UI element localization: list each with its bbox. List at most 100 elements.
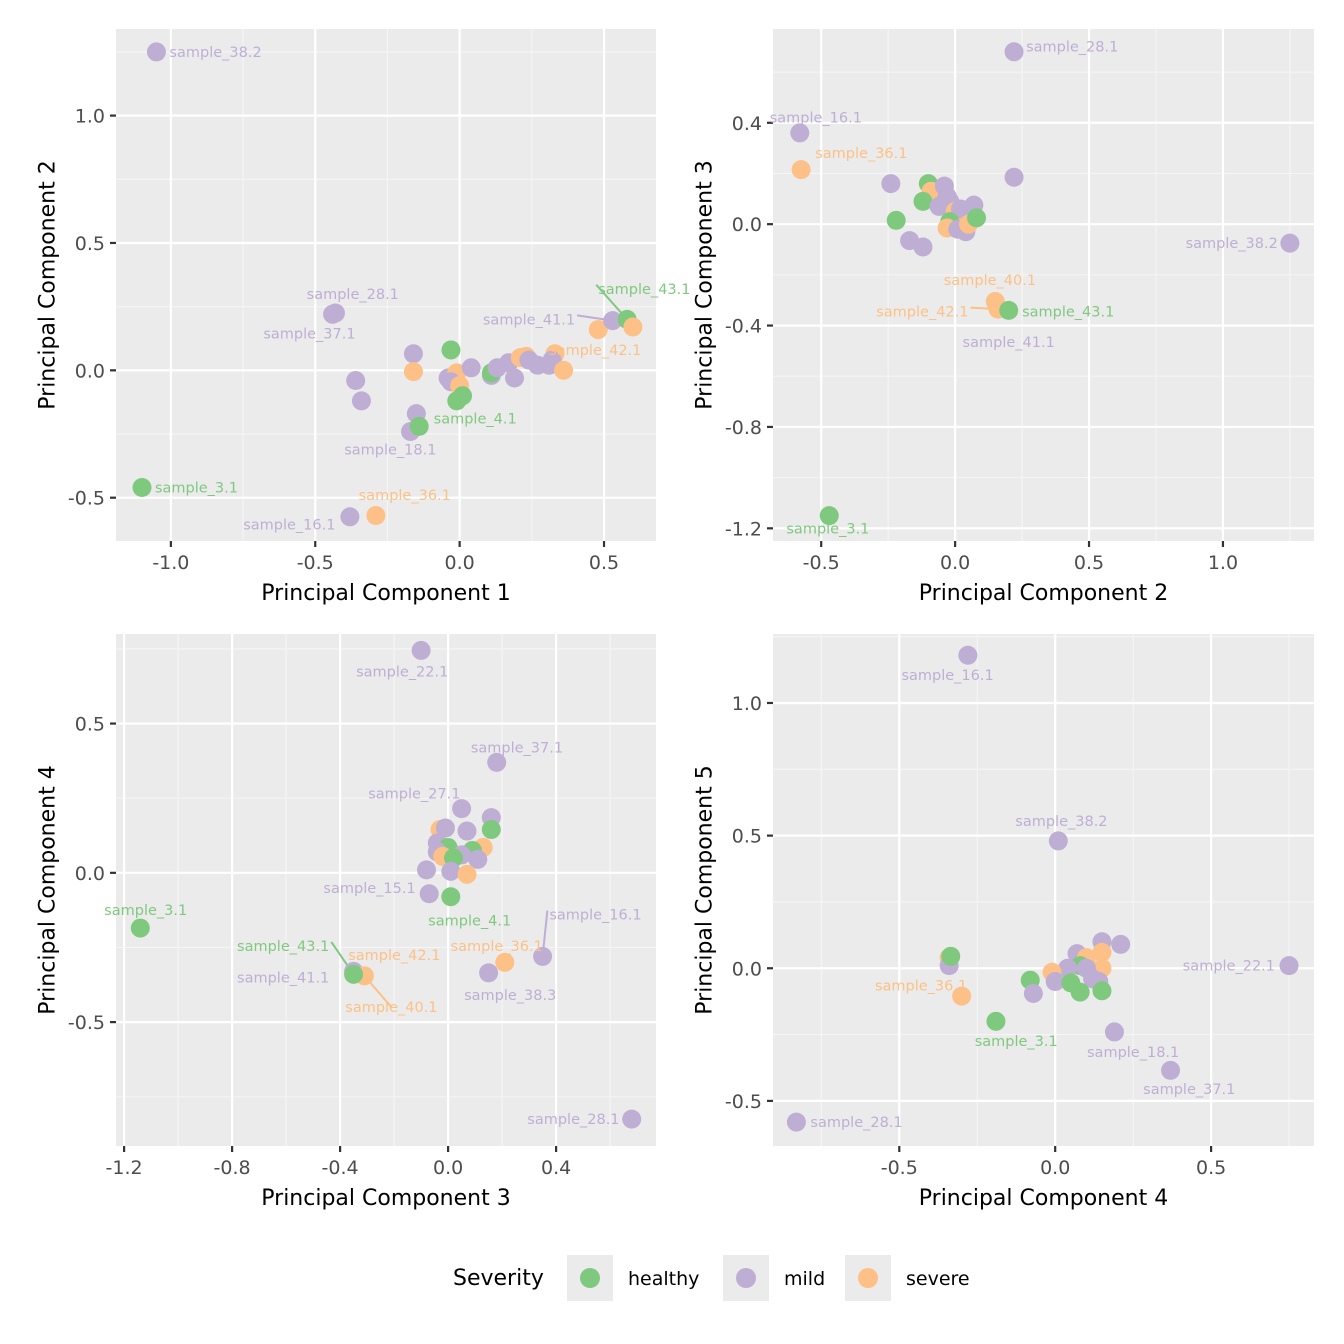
x-tick-label: -0.5 xyxy=(297,552,334,574)
data-point-mild xyxy=(786,1112,806,1132)
x-tick-label: 0.5 xyxy=(1196,1157,1226,1179)
point-label: sample_3.1 xyxy=(104,903,187,919)
data-point-mild xyxy=(790,123,810,143)
data-point-mild xyxy=(452,799,472,819)
point-label: sample_28.1 xyxy=(527,1112,619,1128)
data-point-mild xyxy=(1161,1060,1181,1080)
data-point-healthy xyxy=(886,210,906,230)
data-point-healthy xyxy=(1070,982,1090,1002)
y-axis-title: Principal Component 2 xyxy=(36,160,61,409)
data-point-mild xyxy=(419,884,439,904)
y-axis-title: Principal Component 3 xyxy=(693,160,718,409)
point-label: sample_37.1 xyxy=(471,740,563,756)
point-label: sample_41.1 xyxy=(483,312,575,328)
data-point-mild xyxy=(913,237,933,257)
data-point-healthy xyxy=(441,340,461,360)
point-label: sample_42.1 xyxy=(549,343,641,359)
point-label: sample_4.1 xyxy=(428,914,511,930)
data-point-mild xyxy=(457,821,477,841)
data-point-healthy xyxy=(481,820,501,840)
point-label: sample_36.1 xyxy=(451,939,543,955)
point-label: sample_28.1 xyxy=(810,1115,902,1131)
point-label: sample_36.1 xyxy=(815,146,907,162)
data-point-severe xyxy=(457,864,477,884)
data-point-mild xyxy=(441,861,461,881)
point-label: sample_36.1 xyxy=(359,488,451,504)
y-tick-label: 0.5 xyxy=(732,826,762,848)
data-point-mild xyxy=(1023,983,1043,1003)
data-point-mild xyxy=(881,174,901,194)
point-label: sample_16.1 xyxy=(243,517,335,533)
point-label: sample_27.1 xyxy=(368,787,460,803)
data-point-severe xyxy=(588,320,608,340)
point-label: sample_38.3 xyxy=(464,988,556,1004)
data-point-mild xyxy=(1048,831,1068,851)
scatter-panel-2: -0.5 0.0 0.5 1.0 -1.2 -0.8 -0.4 0.0 0.4 Principal… xyxy=(693,29,1314,606)
y-tick-label: 0.0 xyxy=(75,863,105,885)
point-label: sample_40.1 xyxy=(345,1000,437,1016)
legend-key-healthy-dot xyxy=(580,1268,600,1288)
y-tick-label: -0.5 xyxy=(725,1091,762,1113)
point-label: sample_4.1 xyxy=(434,412,517,428)
point-label: sample_43.1 xyxy=(1022,305,1114,321)
data-point-mild xyxy=(1279,956,1299,976)
data-point-healthy xyxy=(967,208,987,228)
x-tick-label: 0.4 xyxy=(541,1157,571,1179)
panel-background xyxy=(773,634,1314,1146)
point-label: sample_37.1 xyxy=(1143,1082,1235,1098)
data-point-mild xyxy=(1004,167,1024,187)
x-tick-label: 0.0 xyxy=(445,552,475,574)
legend-key-mild-dot xyxy=(736,1268,756,1288)
point-label: sample_40.1 xyxy=(944,273,1036,289)
data-point-mild xyxy=(929,196,949,216)
y-axis-title: Principal Component 4 xyxy=(36,765,61,1014)
data-point-healthy xyxy=(1092,981,1112,1001)
panel-background xyxy=(116,29,656,541)
y-tick-label: 0.5 xyxy=(75,233,105,255)
point-label: sample_36.1 xyxy=(875,979,967,995)
data-point-mild xyxy=(1111,934,1131,954)
data-point-severe xyxy=(1092,942,1112,962)
x-tick-label: -1.2 xyxy=(106,1157,143,1179)
y-tick-label: -0.5 xyxy=(68,1012,105,1034)
x-axis-title: Principal Component 2 xyxy=(919,581,1168,606)
x-tick-label: 0.0 xyxy=(433,1157,463,1179)
legend-title: Severity xyxy=(453,1266,544,1291)
legend-key-mild xyxy=(723,1255,769,1301)
x-tick-label: -1.0 xyxy=(152,552,189,574)
y-tick-label: -0.8 xyxy=(725,417,762,439)
y-tick-label: 1.0 xyxy=(75,106,105,128)
data-point-healthy xyxy=(913,191,933,211)
data-point-mild xyxy=(533,946,553,966)
data-point-severe xyxy=(623,317,643,337)
scatter-panel-4: -0.5 0.0 0.5 -0.5 0.0 0.5 1.0 Principal Compone… xyxy=(693,634,1314,1211)
data-point-mild xyxy=(1280,233,1300,253)
point-label: sample_22.1 xyxy=(356,664,448,680)
point-label: sample_18.1 xyxy=(1087,1045,1179,1061)
data-point-mild xyxy=(479,963,499,983)
data-point-healthy xyxy=(986,1011,1006,1031)
data-point-mild xyxy=(1104,1022,1124,1042)
x-tick-label: 0.0 xyxy=(940,552,970,574)
y-tick-label: 0.0 xyxy=(75,360,105,382)
data-point-mild xyxy=(468,849,488,869)
y-tick-label: -0.4 xyxy=(725,316,762,338)
point-label: sample_16.1 xyxy=(901,668,993,684)
panel-background xyxy=(116,634,656,1146)
data-point-mild xyxy=(417,860,436,880)
x-tick-label: 0.5 xyxy=(589,552,619,574)
x-tick-label: -0.8 xyxy=(214,1157,251,1179)
y-tick-label: 0.4 xyxy=(732,113,762,135)
point-label: sample_15.1 xyxy=(323,881,415,897)
legend-label-severe: severe xyxy=(906,1268,970,1290)
x-tick-label: 1.0 xyxy=(1208,552,1238,574)
data-point-mild xyxy=(1004,42,1024,62)
data-point-mild xyxy=(487,752,507,772)
point-label: sample_16.1 xyxy=(549,908,641,924)
y-tick-label: -1.2 xyxy=(725,518,762,540)
point-label: sample_37.1 xyxy=(263,326,355,342)
data-point-mild xyxy=(325,303,345,323)
data-point-mild xyxy=(340,507,360,527)
data-point-severe xyxy=(403,362,423,382)
